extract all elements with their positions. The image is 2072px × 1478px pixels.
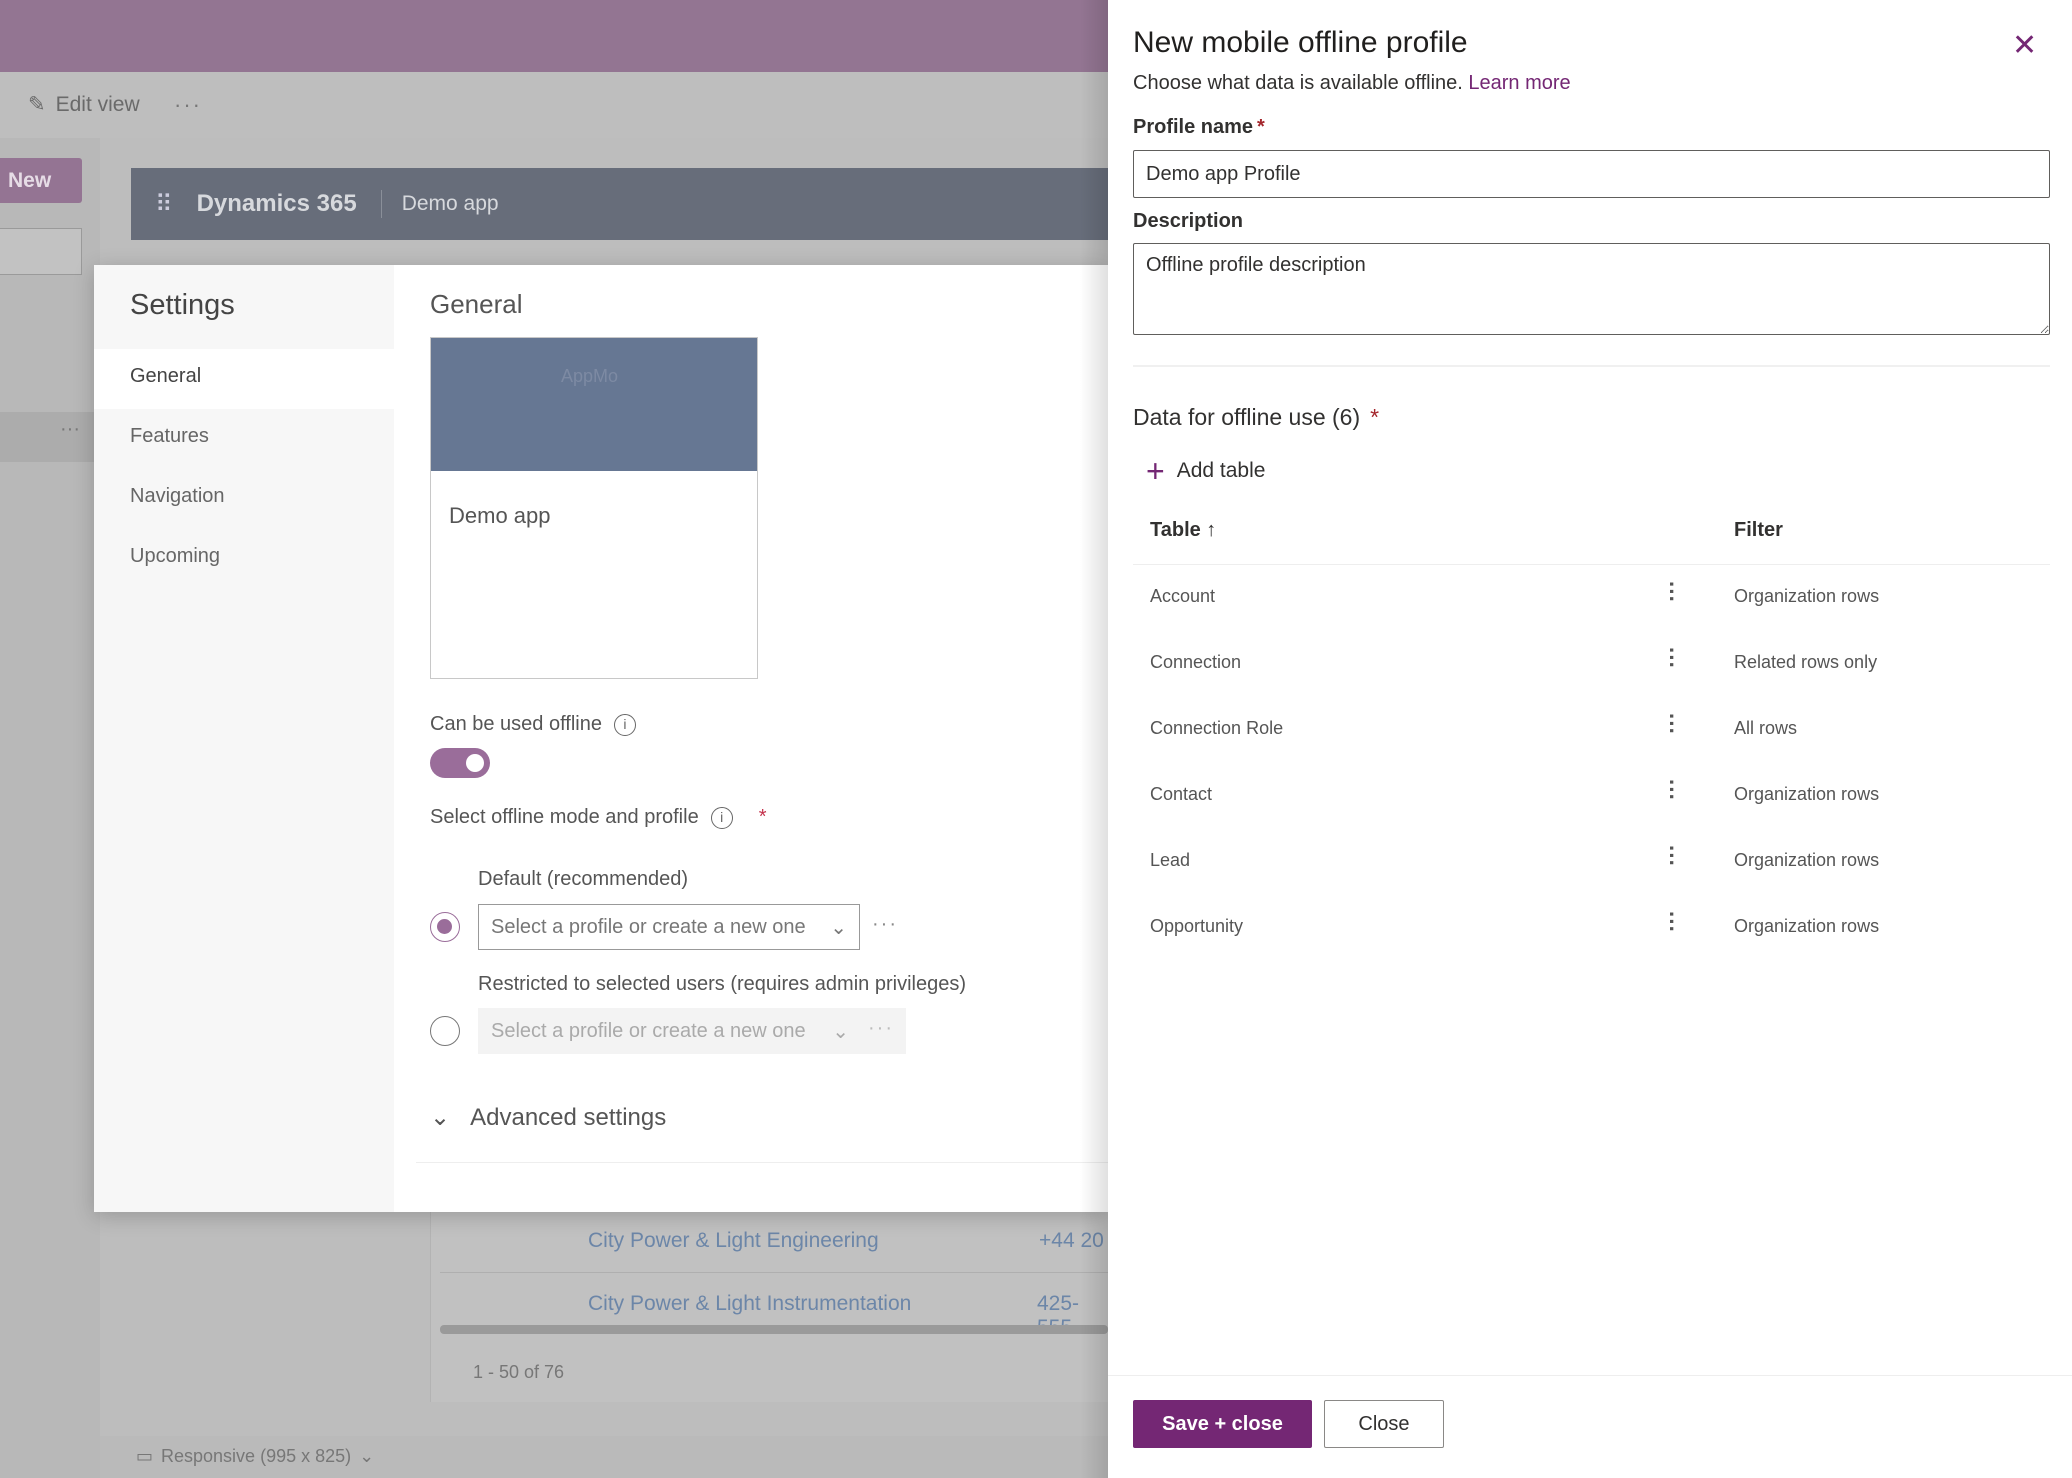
preview-app-header: ⠿ Dynamics 365 Demo app: [131, 168, 1108, 240]
divider: [1133, 564, 2050, 565]
add-table-button[interactable]: + Add table: [1146, 453, 1266, 489]
profile-name-input[interactable]: [1133, 150, 2050, 198]
close-icon[interactable]: ✕: [2012, 29, 2038, 62]
app-tile: AppMo Demo app: [430, 337, 758, 679]
app-header-bar: [0, 0, 1108, 72]
offline-profile-panel: New mobile offline profile ✕ Choose what…: [1108, 0, 2072, 1478]
panel-title: New mobile offline profile: [1133, 26, 1468, 59]
table-filter: Organization rows: [1734, 916, 1880, 936]
default-profile-select[interactable]: Select a profile or create a new one ⌄: [478, 904, 860, 950]
table-row[interactable]: Lead ··· Organization rows: [1133, 839, 2050, 905]
column-header-filter[interactable]: Filter: [1734, 519, 1783, 541]
dialog-title: Settings: [130, 289, 235, 321]
app-name: Demo app: [401, 192, 499, 215]
table-row[interactable]: Opportunity ··· Organization rows: [1133, 905, 2050, 971]
column-header-table[interactable]: Table ↑: [1150, 519, 1217, 541]
divider: [1133, 365, 2050, 367]
settings-dialog: Settings General Features Navigation Upc…: [94, 265, 1108, 1212]
table-name: Account: [1150, 586, 1216, 606]
list-item[interactable]: [0, 412, 94, 462]
restricted-option-label: Restricted to selected users (requires a…: [478, 973, 966, 995]
device-icon: ▭: [136, 1446, 154, 1466]
chevron-down-icon: ⌄: [830, 916, 847, 939]
more-vertical-icon[interactable]: ···: [1659, 647, 1684, 669]
table-name: Lead: [1150, 850, 1191, 870]
table-name: Connection: [1150, 652, 1242, 672]
info-icon[interactable]: i: [710, 806, 733, 829]
learn-more-link[interactable]: Learn more: [1468, 72, 1571, 94]
horizontal-scrollbar[interactable]: [440, 1325, 1108, 1334]
restricted-radio[interactable]: [430, 1016, 460, 1046]
more-vertical-icon[interactable]: ···: [1659, 713, 1684, 735]
nav-navigation[interactable]: Navigation: [130, 485, 225, 507]
search-input[interactable]: [0, 228, 82, 275]
section-title: General: [430, 289, 523, 319]
account-link[interactable]: City Power & Light Engineering: [588, 1229, 879, 1252]
account-link[interactable]: City Power & Light Instrumentation: [588, 1292, 912, 1315]
mode-label: Select offline mode and profile i *: [430, 806, 767, 829]
table-name: Opportunity: [1150, 916, 1244, 936]
table-filter: Related rows only: [1734, 652, 1878, 672]
nav-features[interactable]: Features: [130, 425, 209, 447]
default-radio[interactable]: [430, 912, 460, 942]
product-title: Dynamics 365: [197, 190, 382, 218]
chevron-down-icon: ⌄: [832, 1020, 849, 1043]
pencil-icon: ✎: [28, 93, 46, 116]
plus-icon: +: [1146, 453, 1165, 489]
close-button[interactable]: Close: [1324, 1400, 1444, 1448]
more-button: ···: [868, 1017, 894, 1039]
nav-upcoming[interactable]: Upcoming: [130, 545, 221, 567]
more-vertical-icon[interactable]: ···: [1659, 845, 1684, 867]
new-button[interactable]: New: [0, 158, 82, 203]
device-select[interactable]: ▭ Responsive (995 x 825) ⌄: [136, 1446, 375, 1466]
pager-text: 1 - 50 of 76: [473, 1362, 565, 1382]
command-bar: [0, 72, 1108, 138]
more-commands-button[interactable]: ···: [174, 92, 202, 117]
panel-shadow: [1080, 0, 1108, 1478]
more-vertical-icon[interactable]: ···: [1659, 779, 1684, 801]
broken-image-icon: AppMo: [561, 366, 619, 386]
panel-subtitle: Choose what data is available offline. L…: [1133, 72, 1571, 94]
row-divider: [440, 1272, 1108, 1273]
more-icon[interactable]: ···: [60, 418, 80, 440]
profile-name-label: Profile name *: [1133, 116, 1265, 138]
description-input[interactable]: Offline profile description: [1133, 243, 2050, 335]
table-name: Connection Role: [1150, 718, 1284, 738]
more-button[interactable]: ···: [872, 913, 898, 935]
chevron-down-icon: ⌄: [430, 1104, 451, 1131]
chevron-down-icon: ⌄: [359, 1446, 375, 1466]
waffle-icon[interactable]: ⠿: [155, 190, 173, 218]
footer-bar: [100, 1436, 1108, 1478]
app-tile-name: Demo app: [449, 503, 551, 528]
advanced-settings-toggle[interactable]: ⌄ Advanced settings: [430, 1103, 667, 1132]
table-filter: Organization rows: [1734, 784, 1880, 804]
info-icon[interactable]: i: [613, 713, 636, 736]
more-vertical-icon[interactable]: ···: [1659, 911, 1684, 933]
table-name: Contact: [1150, 784, 1213, 804]
app-tile-image: AppMo: [431, 338, 757, 471]
restricted-profile-select: Select a profile or create a new one ⌄: [478, 1008, 906, 1054]
description-label: Description: [1133, 210, 1244, 232]
edit-view-button[interactable]: ✎ Edit view: [28, 92, 140, 117]
settings-nav: Settings General Features Navigation Upc…: [94, 265, 394, 1212]
divider: [416, 1162, 1108, 1163]
nav-general[interactable]: General: [94, 349, 394, 409]
save-close-button[interactable]: Save + close: [1133, 1400, 1312, 1448]
table-filter: Organization rows: [1734, 850, 1880, 870]
more-vertical-icon[interactable]: ···: [1659, 581, 1684, 603]
grid-area: City Power & Light Engineering +44 20 Ci…: [430, 1212, 1108, 1402]
table-filter: Organization rows: [1734, 586, 1880, 606]
table-row[interactable]: Contact ··· Organization rows: [1133, 773, 2050, 839]
table-row[interactable]: Connection Role ··· All rows: [1133, 707, 2050, 773]
left-pane: [0, 138, 100, 1478]
default-option-label: Default (recommended): [478, 868, 689, 890]
offline-toggle[interactable]: [430, 748, 490, 778]
offline-label: Can be used offline i: [430, 713, 636, 736]
phone-value: +44 20: [1039, 1229, 1104, 1252]
divider: [1108, 1375, 2072, 1376]
table-row[interactable]: Account ··· Organization rows: [1133, 575, 2050, 641]
data-section-title: Data for offline use (6) *: [1133, 404, 1380, 430]
table-row[interactable]: Connection ··· Related rows only: [1133, 641, 2050, 707]
table-filter: All rows: [1734, 718, 1798, 738]
